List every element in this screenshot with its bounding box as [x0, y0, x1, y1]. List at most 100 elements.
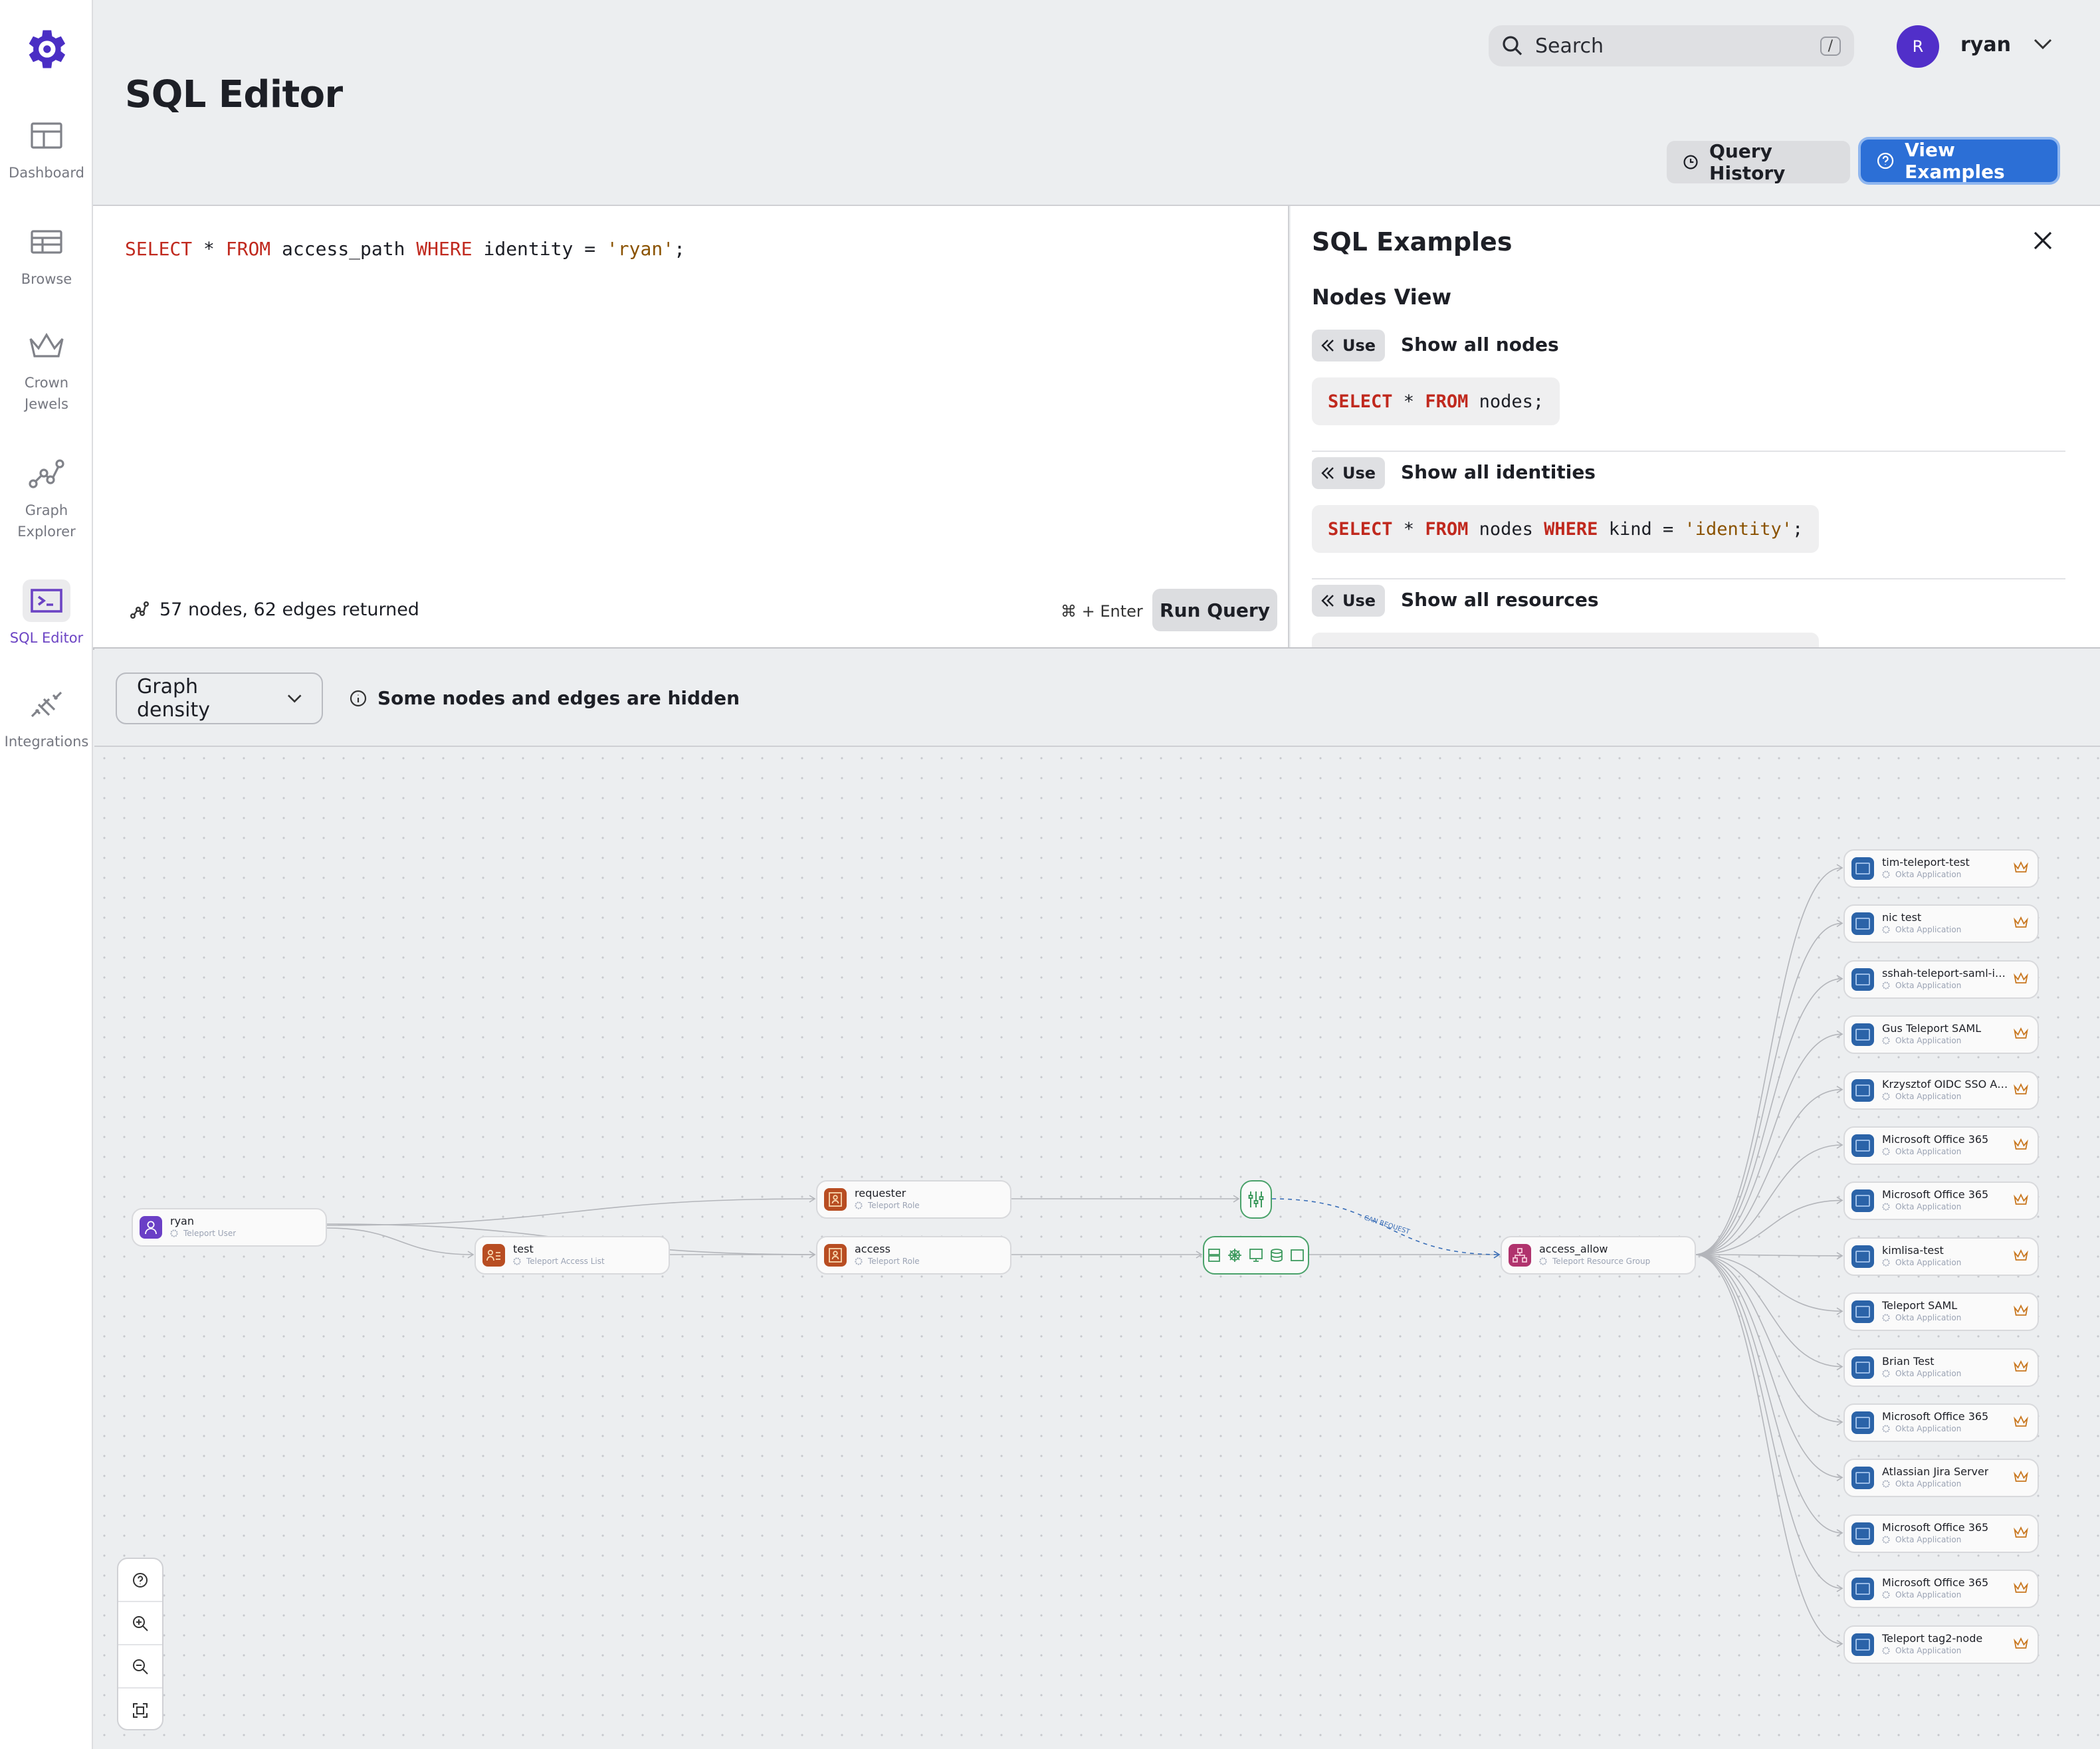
teleport-icon [1539, 1257, 1547, 1265]
app-node[interactable]: nic test Okta Application [1843, 904, 2039, 944]
app-icon [1851, 1356, 1874, 1379]
run-query-button[interactable]: Run Query [1152, 589, 1277, 631]
app-node[interactable]: Gus Teleport SAML Okta Application [1843, 1015, 2039, 1055]
use-label: Use [1342, 464, 1376, 482]
filter-node[interactable] [1240, 1180, 1272, 1219]
plug-icon [23, 683, 70, 726]
graph-density-dropdown[interactable]: Graph density [116, 672, 323, 724]
use-example-button[interactable]: Use [1312, 585, 1385, 617]
app-node[interactable]: sshah-teleport-saml-idp… Okta Applicatio… [1843, 960, 2039, 999]
user-name[interactable]: ryan [1960, 33, 2011, 56]
sidebar-item-sql-editor[interactable]: SQL Editor [0, 579, 93, 649]
app-node[interactable]: kimlisa-test Okta Application [1843, 1237, 2039, 1276]
graph-node[interactable]: requester Teleport Role [816, 1180, 1011, 1219]
search-shortcut: / [1820, 36, 1841, 56]
okta-icon [1882, 926, 1890, 934]
sidebar-item-graph-explorer[interactable]: Graph Explorer [0, 452, 93, 542]
chevron-down-icon[interactable] [2034, 37, 2052, 51]
code-token: nodes [1468, 647, 1544, 648]
okta-icon [1882, 1092, 1890, 1100]
node-kind: Okta Application [1895, 1424, 1962, 1433]
example-code[interactable]: SELECT * FROM nodes WHERE kind = 'resour… [1312, 633, 1820, 648]
code-token: FROM [1425, 518, 1469, 540]
code-token: identity = [472, 238, 607, 260]
crown-icon [2014, 916, 2028, 928]
graph-toolbar: Graph density Some nodes and edges are h… [94, 649, 2100, 747]
crown-icon [2014, 1526, 2028, 1538]
node-kind: Okta Application [1895, 1257, 1962, 1267]
app-node[interactable]: Brian Test Okta Application [1843, 1348, 2039, 1387]
result-count: 57 nodes, 62 edges returned [159, 599, 419, 620]
app-node[interactable]: tim-teleport-test Okta Application [1843, 849, 2039, 888]
crown-icon [2014, 1471, 2028, 1483]
crown-icon [2014, 1637, 2028, 1649]
app-icon [1851, 1578, 1874, 1601]
crown-icon [23, 324, 70, 367]
node-label: tim-teleport-test [1882, 857, 1970, 869]
app-node[interactable]: Microsoft Office 365 Okta Application [1843, 1514, 2039, 1553]
code-token: SELECT [1328, 647, 1393, 648]
role-icon [824, 1244, 847, 1267]
view-examples-label: View Examples [1905, 139, 2005, 183]
code-token: FROM [225, 238, 271, 260]
node-kind: Teleport Resource Group [1552, 1257, 1651, 1266]
code-token: access_path [270, 238, 417, 260]
sidebar-item-label: Dashboard [9, 165, 84, 181]
code-token: SELECT [125, 238, 193, 260]
app-icon [1851, 1079, 1874, 1102]
app-node[interactable]: Krzysztof OIDC SSO App Okta Application [1843, 1071, 2039, 1110]
search-input[interactable]: Search / [1489, 25, 1854, 66]
view-examples-button[interactable]: View Examples [1861, 139, 2057, 183]
chevrons-left-icon [1321, 595, 1334, 607]
code-token: 'resource' [1684, 647, 1792, 648]
result-status: 57 nodes, 62 edges returned [130, 599, 419, 620]
okta-icon [1882, 1259, 1890, 1267]
node-label: Microsoft Office 365 [1882, 1411, 1989, 1423]
node-label: Teleport tag2-node [1882, 1632, 1983, 1645]
use-example-button[interactable]: Use [1312, 330, 1385, 361]
code-token: * [1392, 391, 1425, 412]
example-code[interactable]: SELECT * FROM nodes WHERE kind = 'identi… [1312, 505, 1820, 553]
crown-icon [2014, 861, 2028, 873]
app-node[interactable]: Microsoft Office 365 Okta Application [1843, 1570, 2039, 1609]
close-icon[interactable] [2032, 230, 2053, 251]
app-icon [1851, 1633, 1874, 1656]
sidebar-item-integrations[interactable]: Integrations [0, 683, 93, 752]
okta-icon [1882, 1369, 1890, 1378]
fit-view-button[interactable] [118, 1689, 162, 1732]
sidebar-item-browse[interactable]: Browse [0, 221, 93, 290]
node-label: Teleport SAML [1882, 1300, 1958, 1312]
sql-code-input[interactable]: SELECT * FROM access_path WHERE identity… [125, 238, 685, 260]
help-icon [133, 1572, 148, 1588]
app-icon [1851, 968, 1874, 991]
sidebar-item-label: Browse [21, 271, 72, 287]
graph-node[interactable]: test Teleport Access List [474, 1236, 670, 1275]
node-kind: Okta Application [1895, 1313, 1962, 1323]
gear-logo-icon[interactable] [20, 24, 70, 74]
graph-node[interactable]: ryan Teleport User [132, 1208, 327, 1247]
chevrons-left-icon [1321, 467, 1334, 479]
sidebar-item-dashboard[interactable]: Dashboard [0, 114, 93, 183]
app-node[interactable]: Microsoft Office 365 Okta Application [1843, 1182, 2039, 1221]
app-node[interactable]: Atlassian Jira Server Okta Application [1843, 1459, 2039, 1498]
zoom-out-button[interactable] [118, 1645, 162, 1689]
kubernetes-icon [1228, 1249, 1241, 1262]
query-history-button[interactable]: Query History [1667, 140, 1850, 184]
help-button[interactable] [118, 1559, 162, 1602]
app-node[interactable]: Teleport SAML Okta Application [1843, 1292, 2039, 1332]
zoom-in-button[interactable] [118, 1602, 162, 1645]
fit-view-icon [133, 1702, 148, 1718]
app-node[interactable]: Microsoft Office 365 Okta Application [1843, 1126, 2039, 1165]
okta-icon [1882, 1148, 1890, 1156]
graph-node[interactable]: access Teleport Role [816, 1236, 1011, 1275]
resource-kinds-node[interactable] [1203, 1236, 1309, 1275]
graph-node[interactable]: access_allow Teleport Resource Group [1501, 1236, 1696, 1275]
node-kind: Okta Application [1895, 1091, 1962, 1101]
graph-canvas[interactable] [94, 748, 2100, 1749]
app-node[interactable]: Teleport tag2-node Okta Application [1843, 1625, 2039, 1664]
app-node[interactable]: Microsoft Office 365 Okta Application [1843, 1403, 2039, 1442]
example-code[interactable]: SELECT * FROM nodes; [1312, 377, 1560, 425]
avatar[interactable]: R [1897, 25, 1939, 68]
use-example-button[interactable]: Use [1312, 457, 1385, 489]
sidebar-item-crown-jewels[interactable]: Crown Jewels [0, 324, 93, 415]
